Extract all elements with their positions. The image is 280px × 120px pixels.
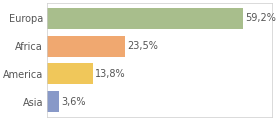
- Bar: [47, 8, 243, 29]
- Text: 3,6%: 3,6%: [62, 97, 86, 107]
- Bar: [47, 63, 93, 84]
- Text: 59,2%: 59,2%: [246, 13, 276, 23]
- Text: 13,8%: 13,8%: [95, 69, 126, 79]
- Text: 23,5%: 23,5%: [127, 41, 158, 51]
- Bar: [47, 91, 59, 112]
- Bar: [47, 36, 125, 57]
